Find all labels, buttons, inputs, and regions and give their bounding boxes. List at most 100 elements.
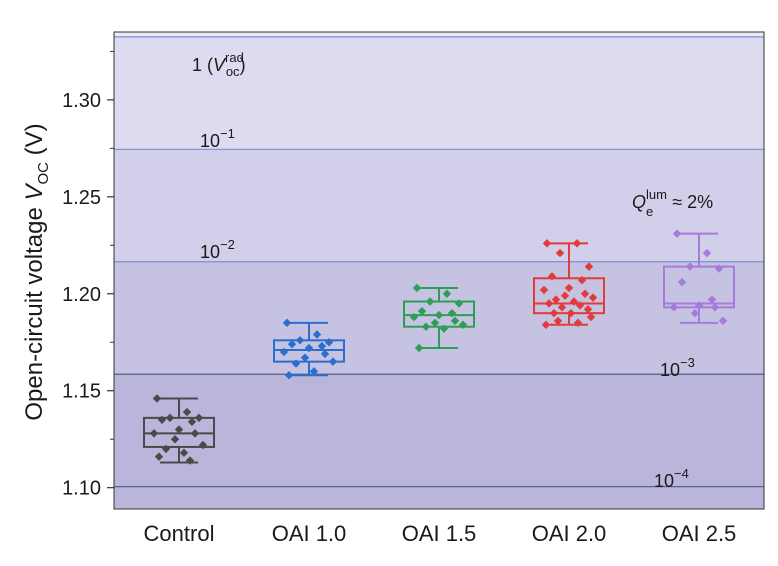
data-point xyxy=(282,318,292,328)
annotation-radiative-voc: 1 (Vrad oc) xyxy=(192,50,246,79)
efficiency-region-2 xyxy=(114,149,764,262)
data-point xyxy=(198,440,208,450)
efficiency-region-0 xyxy=(114,32,764,37)
label-1e-2: 10−2 xyxy=(200,237,235,262)
efficiency-region-1 xyxy=(114,36,764,150)
data-point xyxy=(304,343,314,353)
svg-text:10−3: 10−3 xyxy=(660,355,695,380)
data-point xyxy=(541,320,551,329)
box-control xyxy=(143,394,215,465)
data-point xyxy=(434,310,444,320)
data-point xyxy=(553,316,563,326)
data-point xyxy=(421,322,431,331)
data-point xyxy=(439,324,449,333)
label-1e-3: 10−3 xyxy=(660,355,695,380)
x-category-label: Control xyxy=(144,521,215,546)
data-point xyxy=(284,371,294,380)
data-point xyxy=(194,413,204,423)
label-1e-1: 10−1 xyxy=(200,126,235,151)
data-point xyxy=(317,341,327,351)
data-point xyxy=(328,357,338,366)
data-point xyxy=(718,316,728,326)
data-point xyxy=(279,347,289,357)
data-point xyxy=(569,297,579,306)
data-point xyxy=(430,318,440,328)
data-point xyxy=(580,289,590,298)
data-point xyxy=(555,248,565,258)
data-point xyxy=(566,308,576,318)
data-point xyxy=(577,275,587,285)
data-point xyxy=(586,312,596,322)
y-axis-title: Open-circuit voltage VOC (V) xyxy=(21,123,52,420)
data-point xyxy=(544,299,554,308)
svg-text:10−4: 10−4 xyxy=(654,466,689,491)
data-point xyxy=(694,301,704,310)
data-point xyxy=(287,339,297,349)
data-point xyxy=(707,295,717,304)
data-point xyxy=(179,448,189,457)
data-point xyxy=(454,299,464,308)
data-point xyxy=(551,295,561,304)
data-point xyxy=(154,452,164,461)
data-point xyxy=(174,425,184,434)
plot-frame xyxy=(113,31,765,510)
data-point xyxy=(300,353,310,362)
x-category-label: OAI 1.5 xyxy=(402,521,477,546)
data-point xyxy=(564,283,574,293)
x-category-label: OAI 1.0 xyxy=(272,521,347,546)
x-category-label: OAI 2.5 xyxy=(662,521,737,546)
label-1e-4: 10−4 xyxy=(654,466,689,491)
data-point xyxy=(539,285,549,295)
data-point xyxy=(157,415,167,425)
data-point xyxy=(542,239,552,248)
data-point xyxy=(702,248,712,258)
data-point xyxy=(677,277,687,287)
y-tick-label: 1.10 xyxy=(62,478,101,500)
data-point xyxy=(320,349,330,359)
data-point xyxy=(672,229,682,238)
data-point xyxy=(583,305,593,314)
data-point xyxy=(417,307,427,316)
data-point xyxy=(549,308,559,318)
data-point xyxy=(295,336,305,345)
data-point xyxy=(187,417,197,426)
data-point xyxy=(414,343,424,353)
data-point xyxy=(309,367,319,376)
data-point xyxy=(152,394,162,403)
data-point xyxy=(458,320,468,329)
svg-text:10−2: 10−2 xyxy=(200,237,235,262)
data-point xyxy=(547,272,557,281)
data-point xyxy=(685,262,695,271)
data-point xyxy=(291,359,301,368)
data-point xyxy=(409,312,419,322)
data-point xyxy=(161,444,171,454)
data-point xyxy=(669,303,679,312)
data-point xyxy=(182,407,192,417)
annotation-qlum: Qlum e ≈ 2% xyxy=(632,187,713,219)
data-point xyxy=(412,283,422,293)
y-tick-label: 1.20 xyxy=(62,284,101,306)
data-point xyxy=(165,413,175,423)
efficiency-region-5 xyxy=(114,486,764,509)
data-point xyxy=(575,301,585,310)
data-point xyxy=(170,434,180,444)
efficiency-region-4 xyxy=(114,374,764,487)
data-point xyxy=(714,264,724,273)
data-point xyxy=(690,308,700,318)
x-category-label: OAI 2.0 xyxy=(532,521,607,546)
data-point xyxy=(572,239,582,248)
data-point xyxy=(588,293,598,302)
y-tick-label: 1.30 xyxy=(62,90,101,112)
data-point xyxy=(450,316,460,326)
data-point xyxy=(557,303,567,312)
data-point xyxy=(560,291,570,300)
svg-text:10−1: 10−1 xyxy=(200,126,235,151)
box-oai-2-0 xyxy=(533,239,605,329)
data-point xyxy=(185,456,195,465)
data-point xyxy=(710,303,720,312)
data-point xyxy=(425,297,435,306)
data-point xyxy=(584,262,594,271)
data-point xyxy=(442,289,452,298)
data-point xyxy=(149,429,159,438)
